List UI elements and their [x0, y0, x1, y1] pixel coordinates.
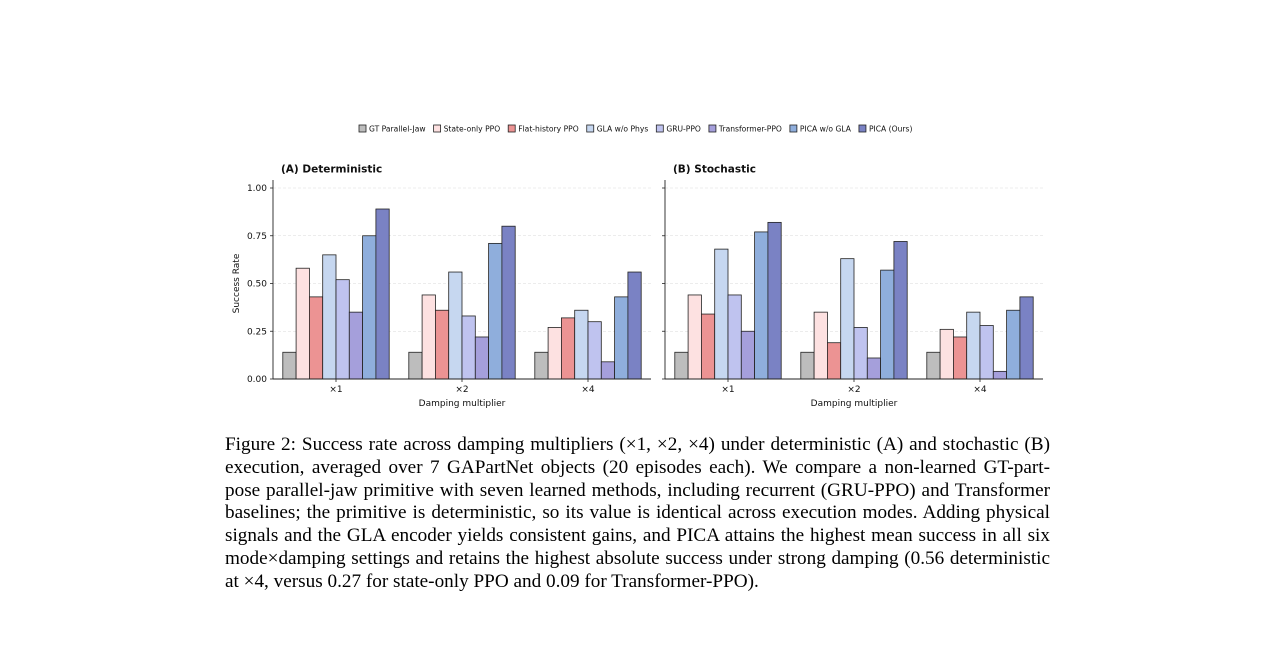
bar — [600, 361, 615, 380]
bar — [767, 221, 782, 380]
bar — [953, 336, 968, 380]
legend-label: Transformer-PPO — [718, 125, 782, 134]
bar — [421, 294, 436, 380]
bar — [348, 311, 363, 380]
bar — [674, 351, 689, 380]
bar — [754, 231, 769, 380]
y-tick-label: 0.50 — [247, 280, 267, 290]
panel-title: (A) Deterministic — [281, 164, 382, 176]
legend-swatch — [433, 124, 442, 133]
bar — [893, 241, 908, 380]
bar — [547, 327, 562, 380]
x-tick-label: ×2 — [847, 385, 860, 395]
bar — [813, 311, 828, 380]
bar — [926, 351, 941, 380]
y-tick-label: 0.75 — [247, 232, 267, 242]
bar — [992, 370, 1007, 380]
bar — [282, 351, 297, 380]
bar — [335, 279, 350, 380]
bar — [627, 271, 642, 380]
y-axis-label: Success Rate — [232, 253, 242, 313]
panel-deterministic: ×1 ×2 ×4 0.00 0.25 0.50 0.75 1.00 (A) Determinis… — [232, 164, 651, 409]
bar — [939, 328, 954, 380]
bar — [880, 269, 895, 380]
bar — [614, 296, 629, 380]
bar — [574, 309, 589, 380]
x-axis-label: Damping multiplier — [811, 399, 898, 409]
legend-label: GT Parallel-Jaw — [369, 125, 426, 134]
bar — [727, 294, 742, 380]
bar — [488, 242, 503, 380]
x-tick-label: ×1 — [329, 385, 342, 395]
bar — [966, 311, 981, 380]
legend: GT Parallel-Jaw State-only PPO Flat-histor… — [358, 124, 913, 134]
bar — [461, 315, 476, 380]
bar — [295, 267, 310, 380]
legend-label: PICA (Ours) — [869, 125, 913, 134]
bar — [587, 321, 602, 380]
bar — [474, 336, 489, 380]
legend-swatch — [358, 124, 367, 133]
legend-swatch — [655, 124, 664, 133]
bar — [800, 351, 815, 380]
legend-label: GRU-PPO — [666, 125, 701, 134]
x-tick-label: ×4 — [581, 385, 595, 395]
bar — [866, 357, 881, 380]
legend-label: State-only PPO — [444, 125, 501, 134]
legend-label: Flat-history PPO — [518, 125, 579, 134]
bar — [827, 342, 842, 380]
panel-stochastic: ×1 ×2 ×4 (B) Stochastic Damping multiplier — [662, 164, 1043, 409]
bar — [1019, 296, 1034, 380]
results-figure: GT Parallel-Jaw State-only PPO Flat-histor… — [232, 124, 1043, 409]
legend-swatch — [858, 124, 867, 133]
figure-caption: Figure 2: Success rate across damping mu… — [225, 434, 1050, 592]
bar — [375, 208, 390, 380]
legend-swatch — [789, 124, 798, 133]
bar — [701, 313, 716, 380]
bar — [979, 325, 994, 380]
bar — [408, 351, 423, 380]
legend-swatch — [507, 124, 516, 133]
legend-label: PICA w/o GLA — [800, 125, 852, 134]
bar — [534, 351, 549, 380]
bar — [840, 258, 855, 380]
x-tick-label: ×1 — [721, 385, 734, 395]
legend-label: GLA w/o Phys — [597, 125, 649, 134]
y-tick-label: 0.00 — [247, 375, 267, 385]
bar — [501, 225, 516, 380]
bar — [362, 235, 377, 380]
y-tick-label: 1.00 — [247, 184, 267, 194]
bar — [687, 294, 702, 380]
bar — [853, 327, 868, 380]
bar — [740, 330, 755, 380]
x-tick-label: ×4 — [973, 385, 987, 395]
bar — [714, 248, 729, 380]
panel-title: (B) Stochastic — [673, 164, 756, 176]
x-tick-label: ×2 — [455, 385, 468, 395]
legend-swatch — [586, 124, 595, 133]
bar — [561, 317, 576, 380]
x-axis-label: Damping multiplier — [419, 399, 506, 409]
bar — [448, 271, 463, 380]
bar — [434, 309, 450, 380]
bar — [322, 254, 337, 380]
bar — [1006, 309, 1021, 380]
legend-swatch — [708, 124, 717, 133]
bar — [308, 296, 324, 380]
y-tick-label: 0.25 — [247, 327, 267, 337]
